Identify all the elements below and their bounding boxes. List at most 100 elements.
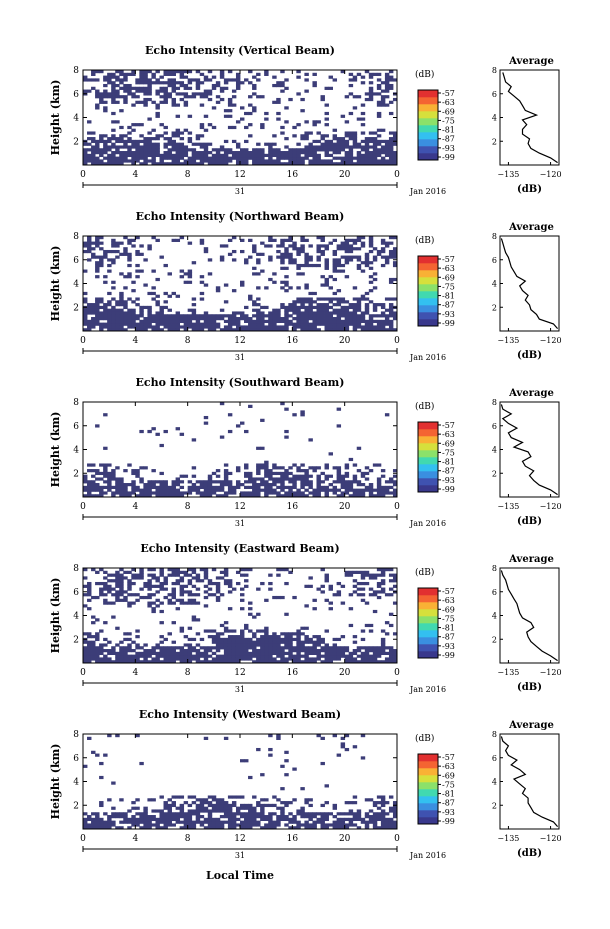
heatmap-cell: [211, 593, 217, 597]
heatmap-cell: [348, 162, 354, 166]
heatmap-cell: [203, 95, 209, 99]
heatmap-cell: [380, 795, 386, 799]
heatmap-cell: [151, 823, 156, 827]
heatmap-cell: [95, 812, 100, 816]
heatmap-cell: [123, 159, 128, 163]
heatmap-cell: [231, 657, 237, 661]
heatmap-cell: [372, 286, 378, 290]
colorbar-swatch: [418, 609, 438, 617]
heatmap-cell: [368, 95, 374, 99]
heatmap-cell: [223, 621, 229, 625]
heatmap-cell: [159, 471, 164, 476]
heatmap-cell: [308, 148, 313, 152]
heatmap-cell: [328, 654, 333, 658]
heatmap-cell: [284, 773, 289, 777]
heatmap-cell: [111, 162, 116, 166]
heatmap-cell: [131, 319, 136, 324]
heatmap-cell: [360, 156, 366, 160]
heatmap-cell: [139, 491, 144, 495]
heatmap-cell: [264, 305, 269, 310]
heatmap-cell: [191, 303, 197, 307]
heatmap-cell: [256, 637, 261, 642]
heatmap-cell: [268, 311, 273, 315]
heatmap-cell: [252, 308, 257, 312]
heatmap-cell: [171, 291, 176, 296]
panel-2: Echo Intensity (Northward Beam)2468Heigh…: [49, 210, 562, 362]
heatmap-cell: [195, 812, 201, 816]
heatmap-cell: [320, 319, 325, 324]
heatmap-cell: [187, 820, 193, 824]
heatmap-cell: [356, 815, 362, 819]
heatmap-cell: [268, 823, 273, 827]
heatmap-cell: [380, 823, 386, 827]
heatmap-cell: [127, 632, 132, 636]
panel-5: Echo Intensity (Westward Beam)2468Height…: [49, 708, 562, 860]
heatmap-cell: [296, 297, 301, 301]
heatmap-cell: [364, 466, 370, 470]
heatmap-cell: [159, 311, 164, 315]
heatmap-cell: [215, 317, 221, 321]
heatmap-cell: [324, 654, 329, 658]
heatmap-cell: [223, 474, 229, 478]
heatmap-cell: [256, 494, 261, 498]
heatmap-cell: [211, 568, 217, 572]
heatmap-cell: [135, 151, 140, 155]
heatmap-cell: [135, 89, 140, 93]
heatmap-cell: [320, 480, 325, 484]
heatmap-cell: [296, 286, 301, 290]
heatmap-cell: [372, 277, 378, 282]
heatmap-cell: [380, 660, 386, 664]
heatmap-cell: [167, 81, 172, 85]
heatmap-cell: [215, 649, 221, 653]
heatmap-cell: [195, 86, 201, 90]
heatmap-cell: [252, 244, 257, 248]
heatmap-cell: [159, 483, 164, 487]
heatmap-cell: [316, 303, 321, 307]
heatmap-cell: [227, 640, 233, 644]
heatmap-cell: [143, 809, 148, 813]
heatmap-cell: [199, 637, 205, 642]
heatmap-cell: [260, 162, 265, 166]
heatmap-cell: [127, 643, 132, 647]
heatmap-cell: [179, 325, 185, 329]
heatmap-cell: [356, 654, 362, 658]
heatmap-cell: [127, 660, 132, 664]
average-profile-line: [500, 570, 558, 662]
heatmap-cell: [183, 100, 189, 104]
heatmap-cell: [376, 114, 382, 118]
heatmap-cell: [219, 483, 225, 487]
heatmap-cell: [175, 646, 181, 650]
heatmap-cell: [300, 806, 305, 810]
heatmap-cell: [95, 156, 100, 160]
heatmap-cell: [135, 593, 140, 597]
heatmap-cell: [244, 325, 249, 329]
heatmap-cell: [268, 826, 273, 830]
heatmap-cell: [195, 815, 201, 819]
colorbar-tick-label: -57: [442, 89, 455, 98]
heatmap-cell: [95, 275, 100, 279]
heatmap-cell: [171, 83, 176, 88]
heatmap-cell: [135, 646, 140, 650]
heatmap-cell: [248, 806, 253, 810]
x-tick-label: 4: [132, 502, 138, 512]
colorbar-tick-label: -99: [442, 319, 455, 328]
heatmap-cell: [95, 637, 100, 642]
heatmap-cell: [332, 249, 338, 254]
heatmap-cell: [348, 249, 354, 254]
heatmap-cell: [300, 823, 305, 827]
heatmap-cell: [392, 78, 398, 82]
heatmap-cell: [163, 100, 168, 104]
heatmap-cell: [127, 83, 132, 88]
heatmap-cell: [360, 471, 366, 476]
heatmap-cell: [252, 314, 257, 318]
heatmap-cell: [308, 142, 313, 146]
heatmap-cell: [288, 570, 293, 574]
heatmap-cell: [91, 319, 96, 324]
heatmap-cell: [87, 607, 92, 611]
heatmap-cell: [103, 621, 108, 625]
heatmap-cell: [131, 660, 136, 664]
heatmap-cell: [83, 148, 88, 152]
heatmap-cell: [272, 272, 277, 276]
heatmap-cell: [252, 92, 257, 96]
heatmap-cell: [207, 823, 213, 827]
